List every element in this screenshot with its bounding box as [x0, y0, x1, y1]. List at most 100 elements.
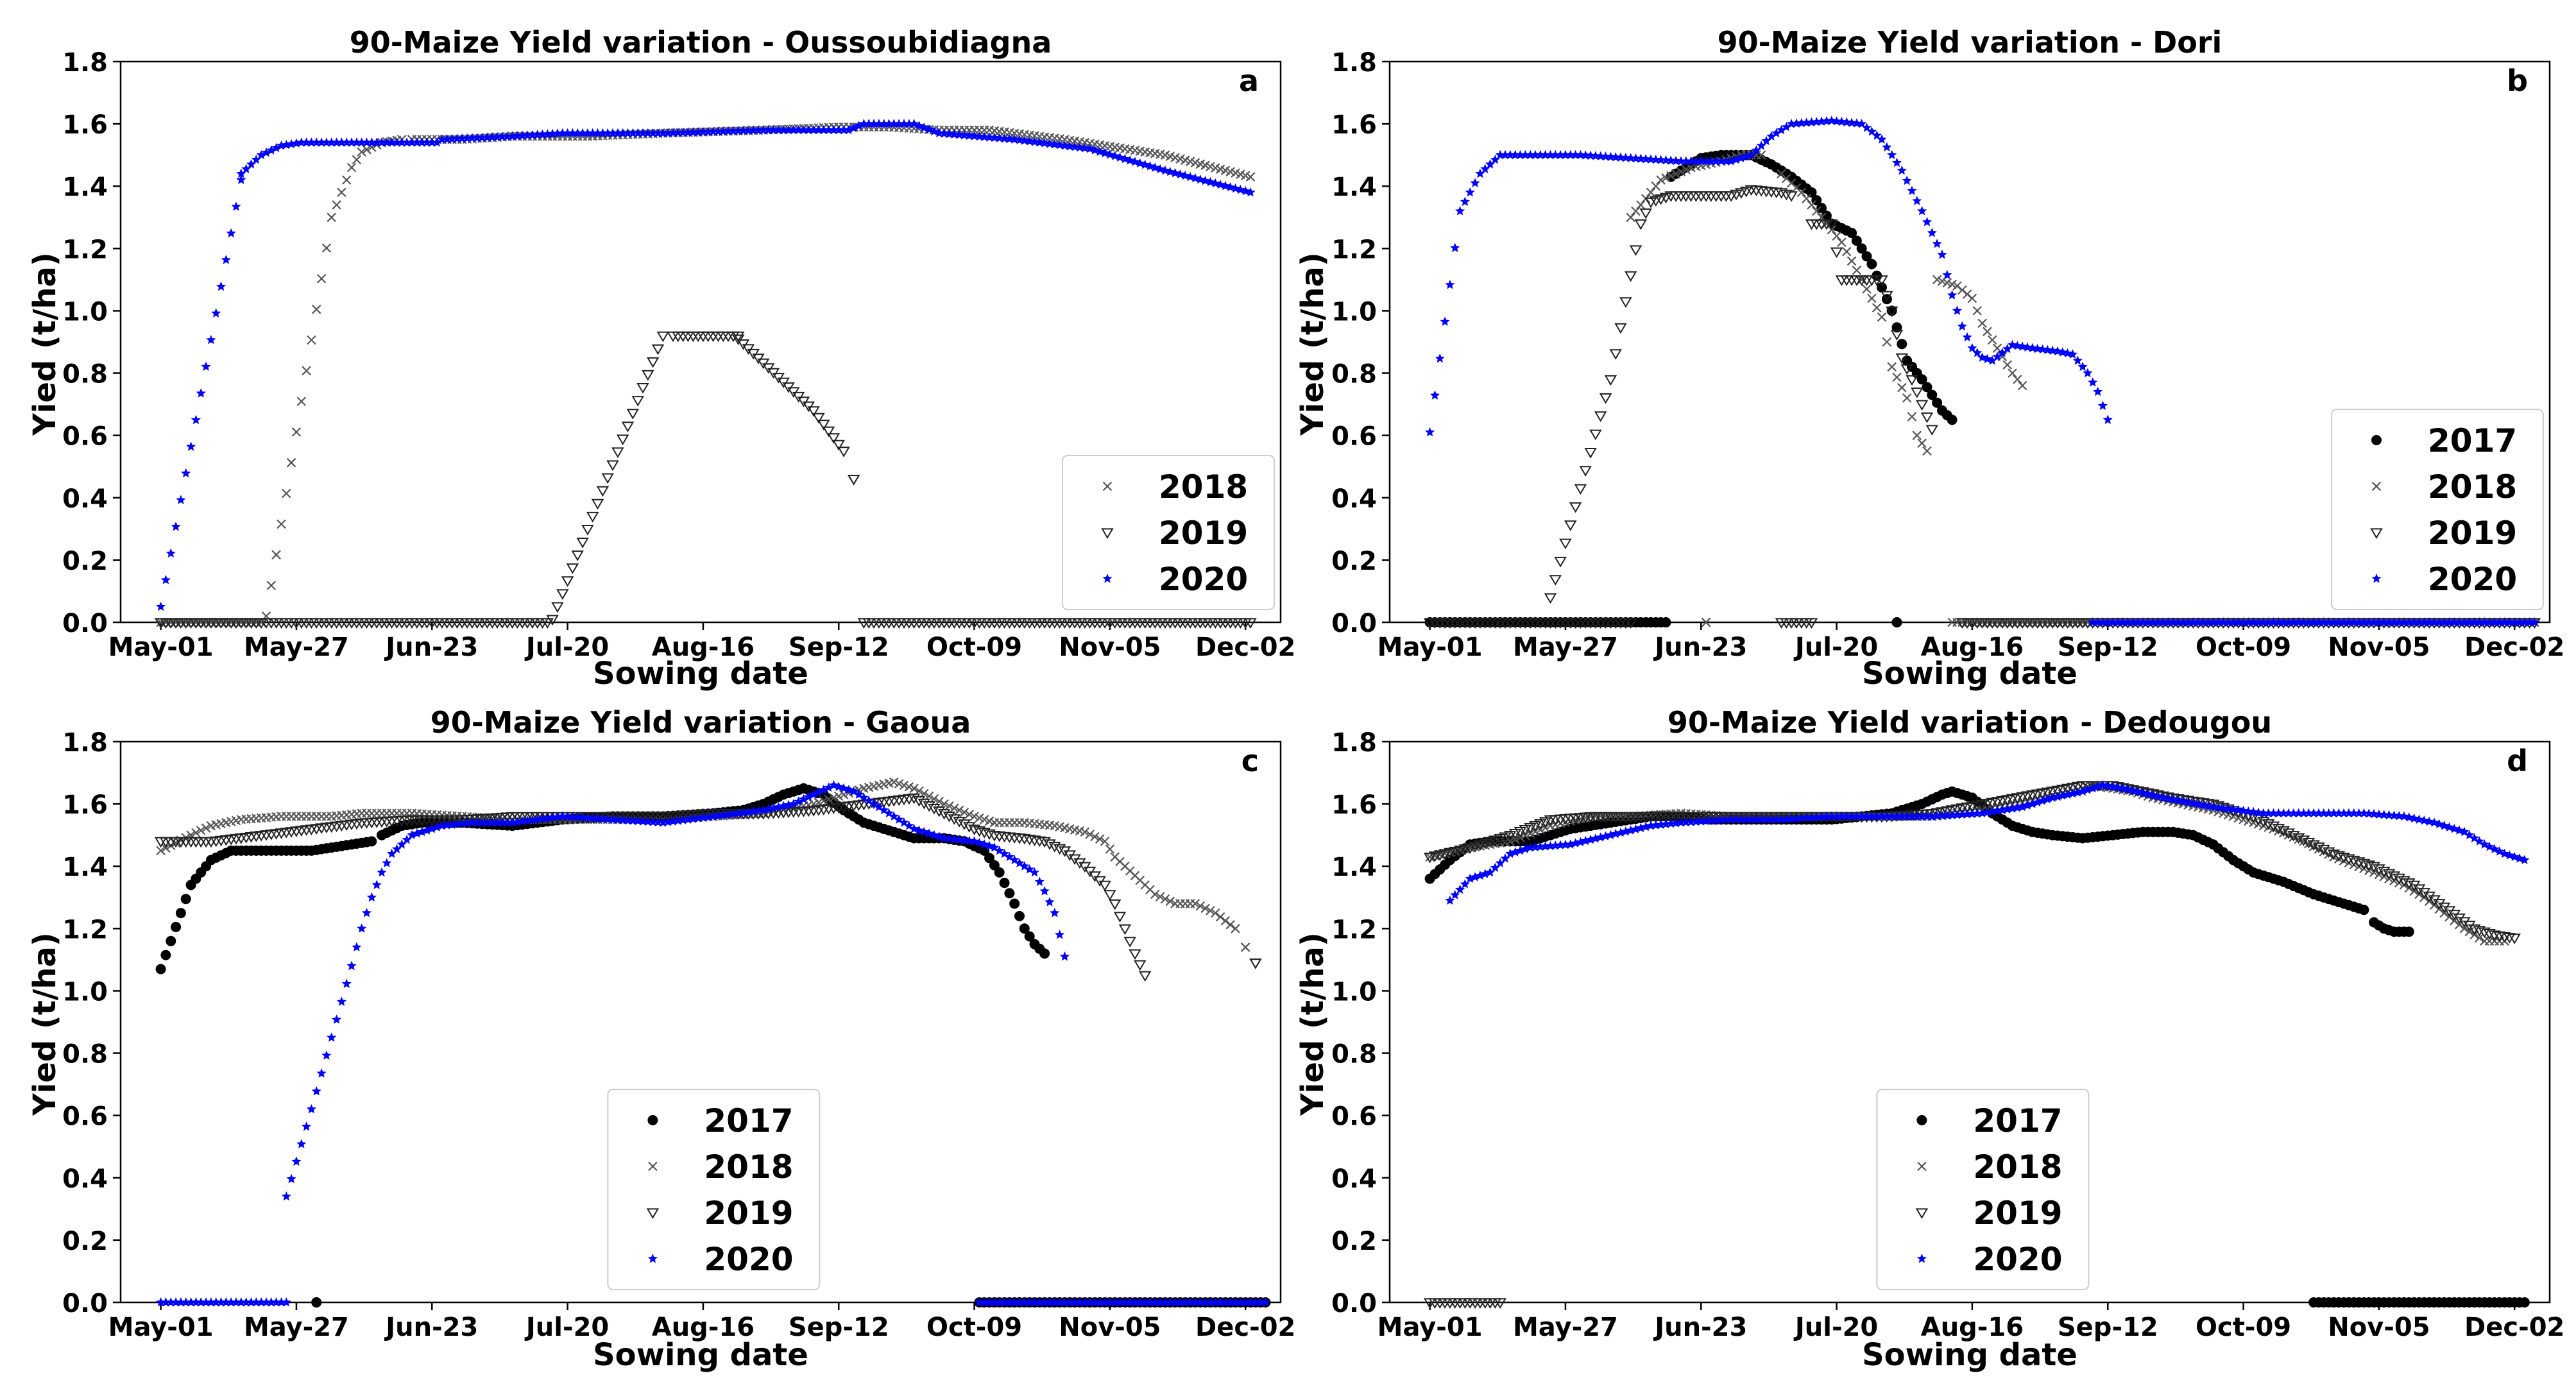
- data-point: [1739, 186, 1753, 198]
- data-point: [2183, 617, 2194, 627]
- data-point: [1736, 814, 1746, 824]
- data-point: [2354, 808, 2364, 818]
- data-point: [2464, 617, 2475, 627]
- data-point: [2248, 617, 2258, 627]
- panel-c-title: 90-Maize Yield variation - Gaoua: [431, 705, 971, 740]
- data-point: [1666, 171, 1676, 181]
- panel-b-xlabel: Sowing date: [1862, 656, 2077, 692]
- y-tick-label: 1.2: [1331, 235, 1377, 264]
- data-point: [2403, 878, 2416, 889]
- data-point: [1095, 146, 1105, 156]
- data-point: [286, 1173, 296, 1184]
- data-point: [2188, 617, 2198, 627]
- data-point: [171, 522, 181, 531]
- data-point: [738, 125, 749, 135]
- data-point: [1014, 135, 1025, 144]
- data-point: [487, 817, 497, 827]
- data-point: [2178, 796, 2188, 806]
- data-point: [656, 331, 670, 343]
- data-point: [1882, 337, 1892, 347]
- data-point: [1475, 168, 1485, 178]
- data-point: [1050, 1297, 1060, 1307]
- data-point: [171, 1297, 181, 1307]
- panel-c-xlabel: Sowing date: [593, 1337, 808, 1373]
- data-point: [302, 1121, 312, 1131]
- data-point: [1075, 1297, 1085, 1307]
- data-point: [261, 148, 271, 157]
- data-point: [271, 550, 281, 559]
- data-point: [1225, 182, 1236, 192]
- data-point: [517, 130, 527, 140]
- panel-a-title: 90-Maize Yield variation - Oussoubidiagn…: [350, 25, 1052, 60]
- data-point: [176, 495, 186, 504]
- data-point: [2093, 617, 2103, 627]
- data-point: [1445, 895, 1455, 905]
- data-point: [1725, 191, 1737, 202]
- data-point: [1565, 149, 1576, 160]
- data-point: [1165, 896, 1175, 907]
- data-point: [181, 468, 191, 478]
- data-point: [944, 129, 954, 139]
- data-point: [1609, 349, 1622, 360]
- data-point: [2153, 617, 2163, 627]
- data-point: [412, 137, 422, 147]
- data-point: [1545, 840, 1556, 851]
- legend-label: 2019: [2428, 515, 2517, 552]
- data-point: [558, 128, 568, 138]
- data-point: [427, 137, 437, 147]
- y-tick-label: 0.0: [62, 609, 108, 638]
- data-point: [1085, 1297, 1095, 1307]
- data-point: [583, 813, 593, 822]
- data-point: [1059, 141, 1070, 150]
- data-point: [1666, 155, 1676, 165]
- x-tick-label: Oct-09: [2196, 633, 2291, 662]
- data-point: [1766, 131, 1777, 141]
- data-point: [1080, 143, 1090, 153]
- data-point: [748, 125, 758, 135]
- data-point: [789, 799, 799, 808]
- data-point: [1629, 245, 1642, 256]
- data-point: [2342, 854, 2355, 865]
- data-point: [231, 201, 241, 211]
- x-tick-label: Dec-02: [2464, 633, 2564, 662]
- data-point: [311, 137, 321, 147]
- data-point: [2027, 343, 2038, 353]
- data-point: [1832, 231, 1841, 241]
- data-point: [2428, 895, 2441, 906]
- data-point: [2233, 617, 2244, 627]
- data-point: [1977, 318, 1987, 328]
- data-point: [2188, 798, 2198, 808]
- data-point: [1681, 165, 1691, 175]
- data-point: [2409, 617, 2419, 627]
- data-point: [1730, 189, 1743, 201]
- data-point: [1841, 117, 1852, 127]
- data-point: [1897, 165, 1907, 175]
- data-point: [653, 817, 663, 827]
- data-point: [1780, 189, 1793, 201]
- data-point: [1776, 814, 1787, 824]
- data-point: [954, 835, 964, 844]
- data-point: [276, 1297, 287, 1307]
- data-point: [1654, 194, 1668, 205]
- data-point: [597, 128, 608, 138]
- data-point: [1891, 157, 1902, 167]
- data-point: [1039, 886, 1050, 896]
- x-tick-label: Jul-20: [1793, 633, 1878, 662]
- data-point: [1455, 206, 1465, 216]
- data-point: [447, 133, 457, 144]
- data-point: [2419, 617, 2429, 627]
- data-point: [542, 129, 552, 139]
- data-point: [382, 137, 392, 147]
- legend: 2018 2019 2020: [1062, 455, 1275, 610]
- series-2020: [156, 119, 1256, 611]
- data-point: [1140, 1297, 1150, 1307]
- data-point: [2283, 617, 2294, 627]
- x-tick-label: May-01: [1378, 633, 1483, 662]
- data-point: [2228, 804, 2239, 814]
- data-point: [1852, 266, 1862, 275]
- data-point: [1043, 839, 1056, 850]
- data-point: [1947, 290, 1958, 300]
- data-point: [2358, 808, 2369, 818]
- series-2017: [1424, 149, 1958, 627]
- data-point: [2454, 617, 2464, 627]
